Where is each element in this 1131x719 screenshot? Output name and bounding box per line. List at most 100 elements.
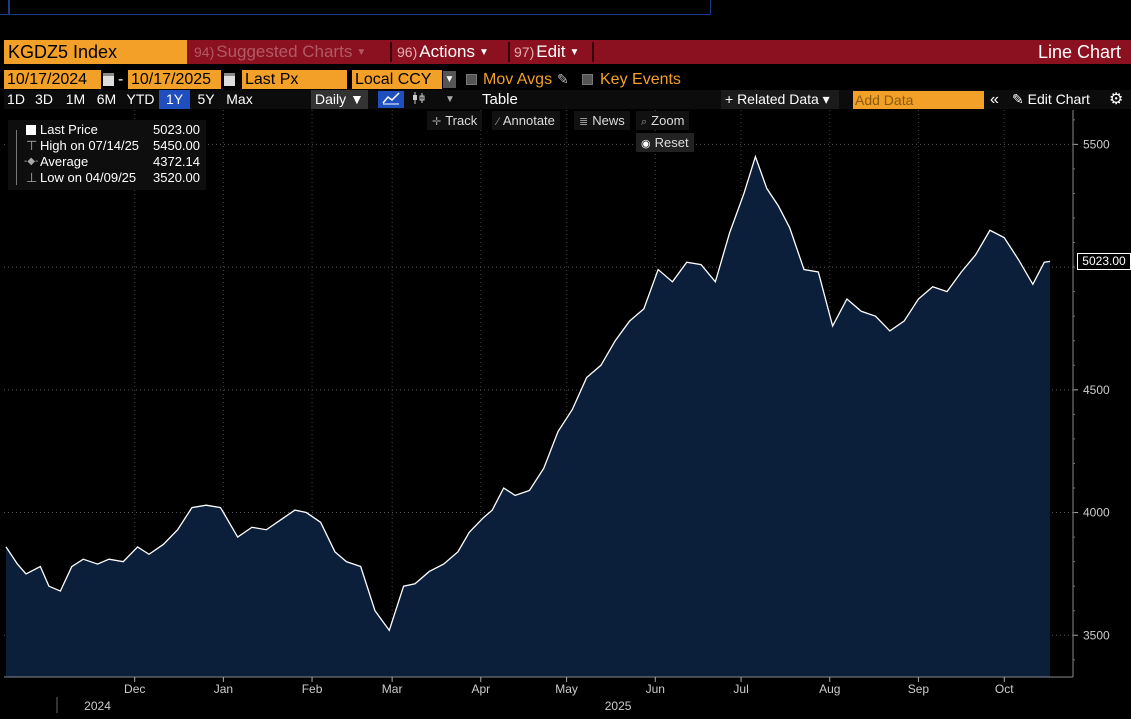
actions-caret-icon: ▼ xyxy=(478,46,489,58)
actions-number: 96) xyxy=(397,44,418,60)
ticker-field[interactable]: KGDZ5 Index xyxy=(4,40,187,64)
legend-bracket xyxy=(16,130,17,185)
period-ytd[interactable]: YTD xyxy=(126,91,155,107)
x-tick-label: Feb xyxy=(302,682,323,696)
key-events-checkbox[interactable] xyxy=(582,74,593,85)
x-tick-label: Jun xyxy=(646,682,665,696)
actions-button[interactable]: 96) Actions ▼ xyxy=(397,40,489,64)
upper-panel-edge xyxy=(8,0,10,14)
chevron-down-icon[interactable]: ▼ xyxy=(443,71,456,88)
x-tick-label: May xyxy=(555,682,578,696)
line-chart-icon[interactable] xyxy=(378,91,404,108)
legend-label: Low on 04/09/25 xyxy=(40,170,137,185)
related-data-button[interactable]: + Related Data ▾ xyxy=(721,90,839,109)
search-icon: ⌕ xyxy=(641,116,648,128)
low-marker-icon: ⊥ xyxy=(26,170,38,185)
x-tick-label: Oct xyxy=(995,682,1014,696)
table-button[interactable]: Table xyxy=(482,91,518,108)
mov-avgs-label[interactable]: Mov Avgs xyxy=(483,71,553,88)
pencil-icon[interactable]: ✎ xyxy=(557,71,569,87)
news-icon: ≣ xyxy=(579,116,589,128)
period-1m[interactable]: 1M xyxy=(65,91,86,107)
candlestick-glyph xyxy=(413,92,425,104)
period-1y[interactable]: 1Y xyxy=(159,90,190,109)
x-tick-label: Apr xyxy=(471,682,490,696)
x-tick-label: Dec xyxy=(124,682,145,696)
edit-label: Edit xyxy=(536,42,566,61)
x-tick-label: Jan xyxy=(214,682,233,696)
calendar-icon[interactable] xyxy=(103,73,114,86)
period-1d[interactable]: 1D xyxy=(7,91,25,107)
chart-type-chevron-icon[interactable]: ▼ xyxy=(445,94,455,105)
crosshair-icon: ✛ xyxy=(432,116,442,128)
currency-selector[interactable]: Local CCY xyxy=(352,70,442,89)
suggested-caret-icon: ▼ xyxy=(356,46,367,58)
header-bar: KGDZ5 Index 94) Suggested Charts ▼ 96) Acti… xyxy=(4,40,1131,64)
period-6m[interactable]: 6M xyxy=(96,91,117,107)
end-date-field[interactable]: 10/17/2025 xyxy=(128,70,221,89)
average-marker-icon: -◆- xyxy=(24,156,39,167)
frequency-selector[interactable]: Daily ▼ xyxy=(311,90,368,109)
annotate-icon: ∕ xyxy=(497,116,499,128)
pencil-icon: ✎ xyxy=(1012,91,1028,107)
legend-value: 3520.00 xyxy=(153,170,200,185)
candlestick-icon[interactable] xyxy=(408,91,430,108)
legend-row-high: ⊤ High on 07/14/25 5450.00 xyxy=(8,138,206,154)
edit-chart-label: Edit Chart xyxy=(1027,91,1090,107)
edit-caret-icon: ▼ xyxy=(569,46,580,58)
news-label: News xyxy=(592,113,625,128)
chart-type-title: Line Chart xyxy=(1037,42,1121,62)
gear-icon[interactable]: ⚙ xyxy=(1109,91,1124,108)
period-3d[interactable]: 3D xyxy=(35,91,53,107)
mov-avgs-checkbox[interactable] xyxy=(466,74,477,85)
date-separator: - xyxy=(118,71,124,88)
reset-button[interactable]: ◉ Reset xyxy=(636,133,694,152)
period-max[interactable]: Max xyxy=(226,91,253,107)
price-chart[interactable]: 3500 4000 4500 5500 Dec Jan Feb Mar Apr May Jun Jul… xyxy=(0,110,1131,719)
zoom-label: Zoom xyxy=(651,113,685,128)
price-line xyxy=(5,154,1051,632)
x-tick-label: Mar xyxy=(382,682,403,696)
start-date-field[interactable]: 10/17/2024 xyxy=(4,70,101,89)
x-tick-label: Jul xyxy=(733,682,748,696)
add-data-input[interactable]: Add Data xyxy=(853,91,984,109)
y-tick-label: 5500 xyxy=(1083,137,1110,151)
suggested-charts-label: Suggested Charts xyxy=(216,42,353,61)
period-toolbar: 1D 3D 1M 6M YTD 1Y 5Y Max Daily ▼ ▼ Table + Rel… xyxy=(4,90,1131,109)
line-chart-glyph xyxy=(382,92,400,105)
edit-number: 97) xyxy=(514,44,535,60)
key-events-label[interactable]: Key Events xyxy=(600,71,681,88)
y-tick-label: 4000 xyxy=(1083,506,1110,520)
edit-button[interactable]: 97) Edit ▼ xyxy=(514,40,579,64)
calendar-icon[interactable] xyxy=(224,73,235,86)
annotate-label: Annotate xyxy=(502,113,555,128)
field-selector[interactable]: Last Px xyxy=(242,70,347,89)
year-label: 2024 xyxy=(84,699,111,713)
high-marker-icon: ⊤ xyxy=(26,138,38,153)
chart-legend: Last Price 5023.00 ⊤ High on 07/14/25 54… xyxy=(8,120,206,190)
edit-chart-button[interactable]: ✎ Edit Chart xyxy=(1012,90,1090,109)
suggested-charts-button[interactable]: 94) Suggested Charts ▼ xyxy=(194,40,366,64)
reset-label: Reset xyxy=(654,135,689,150)
last-price-label: 5023.00 xyxy=(1077,253,1131,270)
reset-icon: ◉ xyxy=(641,138,651,150)
collapse-icon[interactable]: « xyxy=(990,91,999,108)
header-divider xyxy=(390,42,392,62)
legend-row-last-price: Last Price 5023.00 xyxy=(8,122,206,185)
header-divider xyxy=(508,42,510,62)
legend-swatch xyxy=(26,125,36,135)
upper-panel-frame xyxy=(0,0,711,15)
y-tick-label: 4500 xyxy=(1083,383,1110,397)
zoom-button[interactable]: ⌕ Zoom xyxy=(636,111,690,130)
period-5y[interactable]: 5Y xyxy=(197,91,215,107)
legend-row-average: -◆- Average 4372.14 xyxy=(8,154,206,170)
legend-label: Last Price xyxy=(40,122,98,137)
track-button[interactable]: ✛ Track xyxy=(427,111,483,130)
header-divider xyxy=(592,42,594,62)
x-tick-label: Aug xyxy=(819,682,840,696)
annotate-button[interactable]: ∕ Annotate xyxy=(492,111,560,130)
news-button[interactable]: ≣ News xyxy=(574,111,630,130)
legend-row-low: ⊥ Low on 04/09/25 3520.00 xyxy=(8,170,206,186)
suggested-charts-number: 94) xyxy=(194,44,215,60)
price-area-fill xyxy=(6,156,1050,678)
